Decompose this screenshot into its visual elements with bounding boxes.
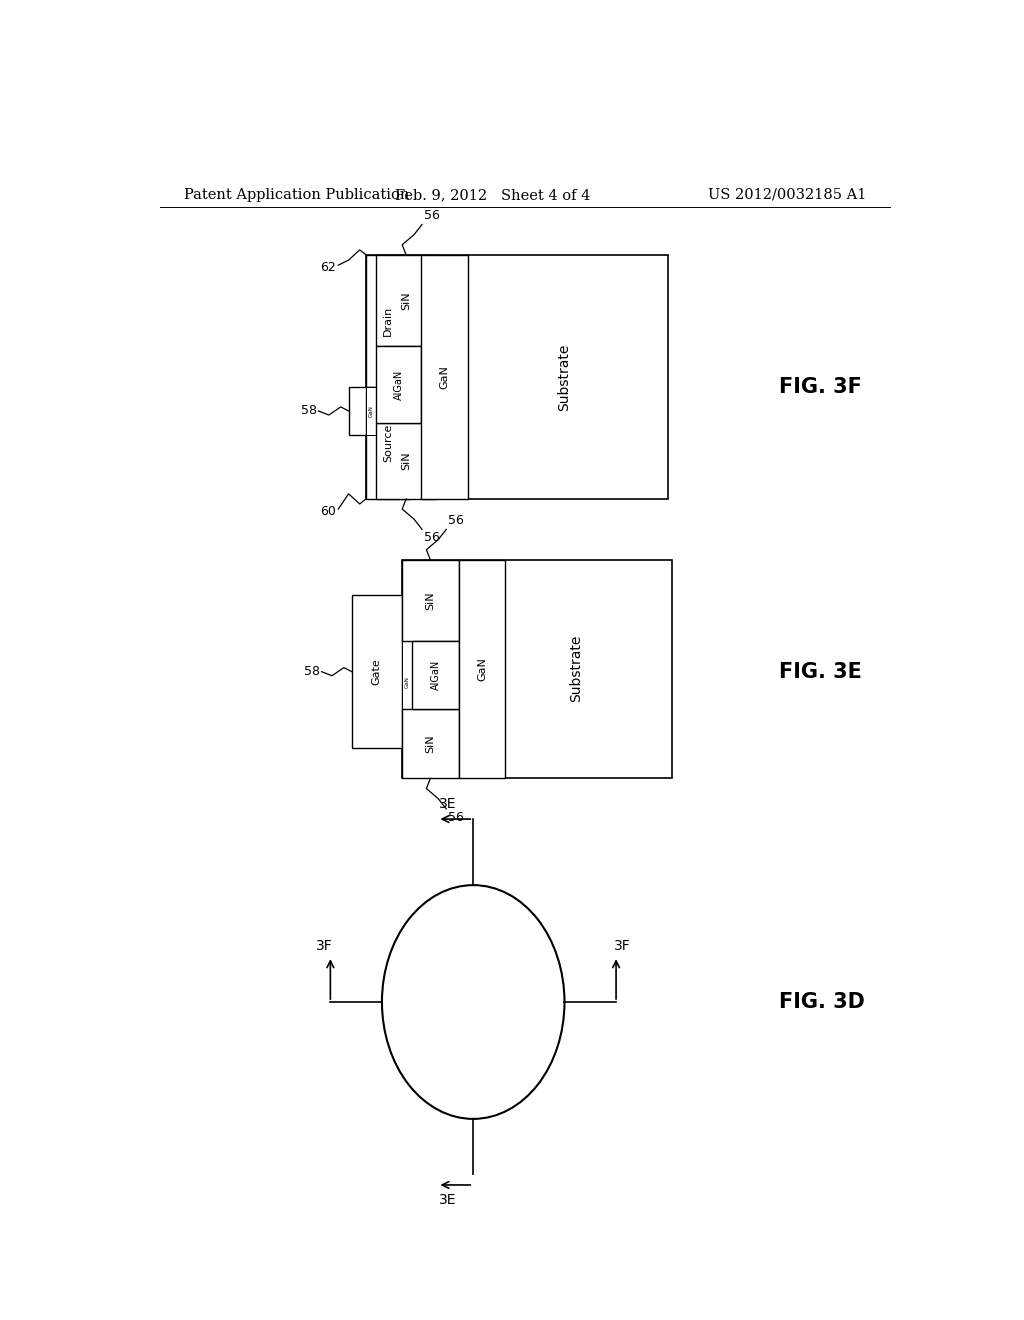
Text: FIG. 3E: FIG. 3E xyxy=(778,661,861,681)
Text: 3E: 3E xyxy=(439,797,457,810)
Bar xyxy=(401,560,459,642)
Bar xyxy=(367,387,377,434)
Text: 58: 58 xyxy=(301,404,316,417)
Bar xyxy=(401,709,459,779)
Bar xyxy=(401,560,672,779)
Text: Drain: Drain xyxy=(383,306,393,337)
Bar xyxy=(352,595,401,748)
Bar xyxy=(377,422,436,499)
Text: 56: 56 xyxy=(447,810,464,824)
Text: SiN: SiN xyxy=(425,734,435,754)
Text: Source: Source xyxy=(383,424,393,462)
Text: 60: 60 xyxy=(321,504,336,517)
Text: 3E: 3E xyxy=(439,1193,457,1206)
Bar xyxy=(421,255,468,499)
Text: 56: 56 xyxy=(424,532,439,544)
Bar xyxy=(377,346,421,422)
Text: Substrate: Substrate xyxy=(569,635,584,702)
Text: GaN: GaN xyxy=(404,676,410,688)
Bar xyxy=(459,560,505,779)
Text: FIG. 3D: FIG. 3D xyxy=(778,993,864,1012)
Text: 56: 56 xyxy=(447,515,464,528)
Text: AlGaN: AlGaN xyxy=(393,370,403,400)
Text: 56: 56 xyxy=(424,210,439,223)
Text: GaN: GaN xyxy=(369,405,374,417)
Bar xyxy=(412,642,459,709)
Circle shape xyxy=(382,886,564,1119)
Text: Feb. 9, 2012   Sheet 4 of 4: Feb. 9, 2012 Sheet 4 of 4 xyxy=(395,187,591,202)
Text: GaN: GaN xyxy=(439,366,450,389)
Text: GaN: GaN xyxy=(477,657,487,681)
Bar xyxy=(348,387,367,434)
Text: Patent Application Publication: Patent Application Publication xyxy=(183,187,409,202)
Text: 3F: 3F xyxy=(315,940,333,953)
Text: FIG. 3F: FIG. 3F xyxy=(778,378,861,397)
Bar xyxy=(401,642,412,722)
Text: SiN: SiN xyxy=(425,591,435,610)
Text: 62: 62 xyxy=(321,260,336,273)
Text: Substrate: Substrate xyxy=(557,343,571,411)
Text: SiN: SiN xyxy=(401,292,412,310)
Text: US 2012/0032185 A1: US 2012/0032185 A1 xyxy=(708,187,866,202)
Bar xyxy=(367,255,410,387)
Text: 58: 58 xyxy=(304,665,321,678)
Bar xyxy=(377,255,436,346)
Text: AlGaN: AlGaN xyxy=(430,660,440,690)
Bar xyxy=(367,387,410,499)
Bar xyxy=(367,255,668,499)
Text: Gate: Gate xyxy=(372,659,382,685)
Text: 3F: 3F xyxy=(614,940,631,953)
Text: SiN: SiN xyxy=(401,451,412,470)
